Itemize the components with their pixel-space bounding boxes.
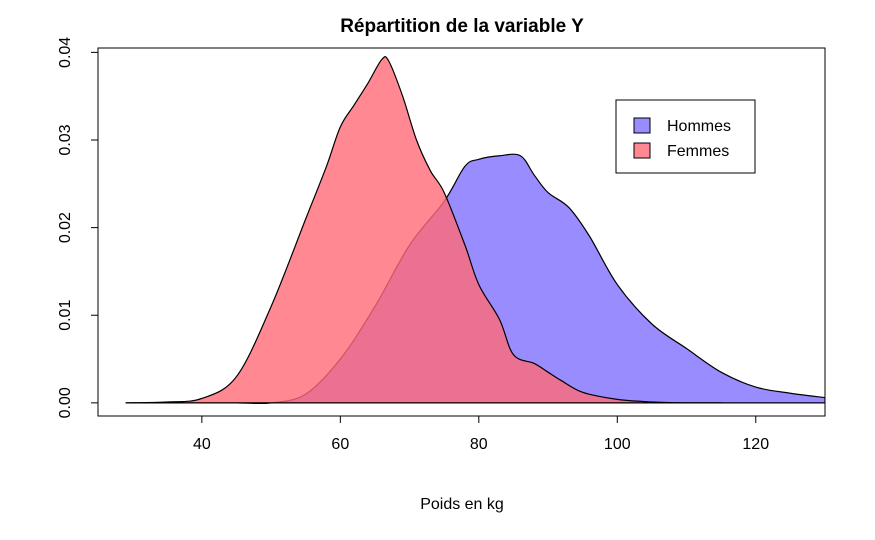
x-axis-label: Poids en kg (420, 496, 504, 513)
x-tick-label: 80 (470, 436, 488, 453)
legend-swatch-hommes (633, 117, 651, 134)
x-axis: 40 60 80 100 120 (193, 415, 769, 453)
x-tick-label: 60 (331, 436, 349, 453)
legend-swatch-femmes (633, 142, 651, 159)
y-tick-label: 0.03 (57, 124, 74, 155)
series-areas (125, 55, 825, 405)
y-tick-label: 0.00 (57, 387, 74, 418)
legend-box (615, 99, 756, 174)
legend-label-femmes: Femmes (667, 143, 729, 160)
series-area-femmes (125, 55, 722, 404)
y-tick-label: 0.02 (57, 212, 74, 243)
chart-title: Répartition de la variable Y (340, 16, 584, 37)
y-tick-label: 0.04 (57, 37, 74, 68)
legend-label-hommes: Hommes (667, 118, 731, 135)
x-tick-label: 40 (193, 436, 211, 453)
y-tick-label: 0.01 (57, 300, 74, 331)
legend: Hommes Femmes (615, 99, 756, 174)
y-axis: 0.00 0.01 0.02 0.03 0.04 (57, 37, 99, 418)
x-tick-label: 100 (604, 436, 631, 453)
x-tick-label: 120 (742, 436, 769, 453)
